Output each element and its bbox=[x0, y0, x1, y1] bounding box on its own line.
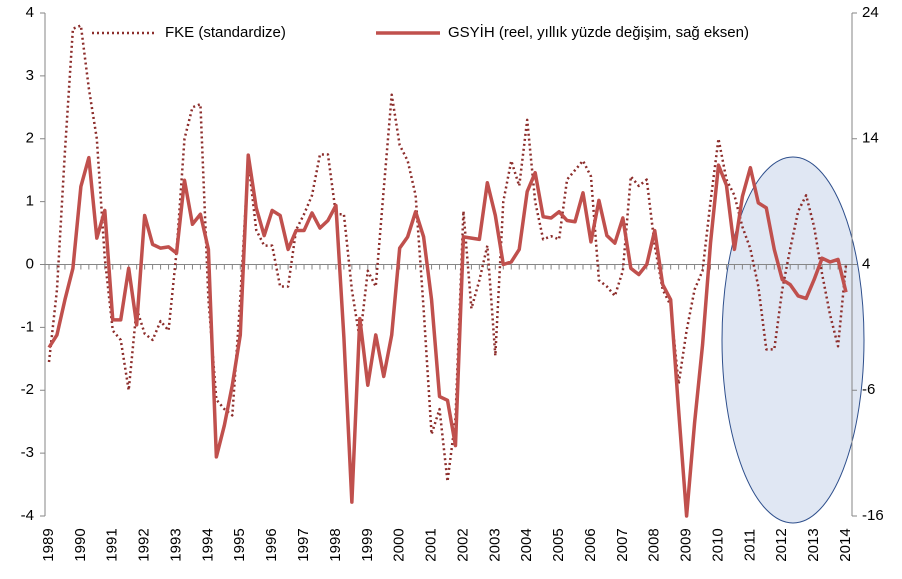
y2-tick-label: 24 bbox=[862, 4, 879, 21]
x-tick-label: 1995 bbox=[231, 528, 248, 561]
y-tick-label: 3 bbox=[26, 67, 34, 84]
y-tick-label: -4 bbox=[21, 507, 34, 524]
series-line bbox=[47, 24, 848, 483]
x-tick-label: 2009 bbox=[678, 528, 695, 561]
y-tick-label: 0 bbox=[26, 255, 34, 272]
x-tick-label: 1994 bbox=[199, 528, 216, 561]
x-tick-label: 2000 bbox=[391, 528, 408, 561]
x-tick-label: 2010 bbox=[709, 528, 726, 561]
y2-tick-label: 14 bbox=[862, 130, 879, 147]
x-tick-label: 2011 bbox=[741, 529, 758, 561]
y-tick-label: 2 bbox=[26, 130, 34, 147]
legend-label: FKE (standardize) bbox=[165, 24, 286, 41]
y-tick-label: 4 bbox=[26, 4, 34, 21]
x-tick-label: 1990 bbox=[72, 528, 89, 561]
y-tick-label: -2 bbox=[21, 381, 34, 398]
x-tick-label: 2004 bbox=[518, 528, 535, 561]
x-tick-label: 1989 bbox=[40, 528, 57, 561]
y2-tick-label: -16 bbox=[862, 507, 884, 524]
x-tick-label: 2003 bbox=[486, 528, 503, 561]
x-tick-label: 2014 bbox=[837, 528, 854, 561]
x-tick-label: 2001 bbox=[423, 528, 440, 561]
y-tick-label: -1 bbox=[21, 318, 34, 335]
y2-tick-label: 4 bbox=[862, 255, 870, 272]
x-tick-label: 2007 bbox=[614, 528, 631, 561]
highlight-ellipse bbox=[721, 156, 865, 524]
y-tick-label: 1 bbox=[26, 193, 34, 210]
x-tick-label: 1996 bbox=[263, 528, 280, 561]
legend-label: GSYİH (reel, yıllık yüzde değişim, sağ e… bbox=[448, 23, 749, 41]
y2-tick-label: -6 bbox=[862, 381, 875, 398]
x-tick-label: 1993 bbox=[167, 528, 184, 561]
x-tick-label: 1992 bbox=[136, 528, 153, 561]
x-tick-label: 2005 bbox=[550, 528, 567, 561]
y-tick-label: -3 bbox=[21, 444, 34, 461]
x-tick-label: 1998 bbox=[327, 528, 344, 561]
x-tick-label: 2013 bbox=[805, 528, 822, 561]
series-line bbox=[47, 153, 848, 518]
x-tick-label: 2002 bbox=[454, 528, 471, 561]
x-tick-label: 2008 bbox=[646, 528, 663, 561]
x-tick-label: 1997 bbox=[295, 528, 312, 561]
x-tick-label: 1991 bbox=[104, 528, 121, 561]
x-tick-label: 1999 bbox=[359, 528, 376, 561]
x-tick-label: 2006 bbox=[582, 528, 599, 561]
x-tick-label: 2012 bbox=[773, 528, 790, 561]
